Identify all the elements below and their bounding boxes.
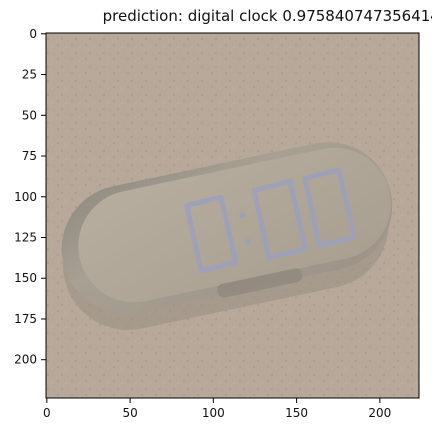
clock-display-digits — [184, 167, 357, 274]
y-tick-label: 100 — [14, 190, 37, 204]
y-tick-label: 25 — [22, 68, 37, 82]
y-tick-label: 50 — [22, 108, 37, 122]
x-tick-label: 200 — [368, 406, 391, 420]
y-tick-label: 0 — [29, 27, 37, 41]
chart-title: prediction: digital clock 0.975840747356… — [103, 7, 432, 25]
plot-frame — [45, 32, 420, 399]
digit-zero-left — [184, 194, 239, 274]
colon-top — [239, 212, 246, 219]
y-tick-label: 175 — [14, 312, 37, 326]
y-tick-label: 75 — [22, 149, 37, 163]
x-axis-ticks: 0 50 100 150 200 — [43, 398, 391, 420]
clock-stand — [217, 268, 303, 298]
digit-zero-right — [302, 167, 357, 249]
colon-bottom — [244, 238, 251, 245]
x-tick-label: 150 — [285, 406, 308, 420]
y-tick-label: 125 — [14, 230, 37, 244]
digit-zero-middle — [251, 178, 309, 261]
clock-face — [78, 147, 391, 303]
digital-clock-image — [61, 142, 393, 330]
x-tick-label: 0 — [43, 406, 51, 420]
y-tick-label: 150 — [14, 271, 37, 285]
y-axis-ticks: 0 25 50 75 100 125 150 175 200 — [14, 27, 46, 367]
y-tick-label: 200 — [14, 353, 37, 367]
x-tick-label: 100 — [202, 406, 225, 420]
x-tick-label: 50 — [122, 406, 137, 420]
